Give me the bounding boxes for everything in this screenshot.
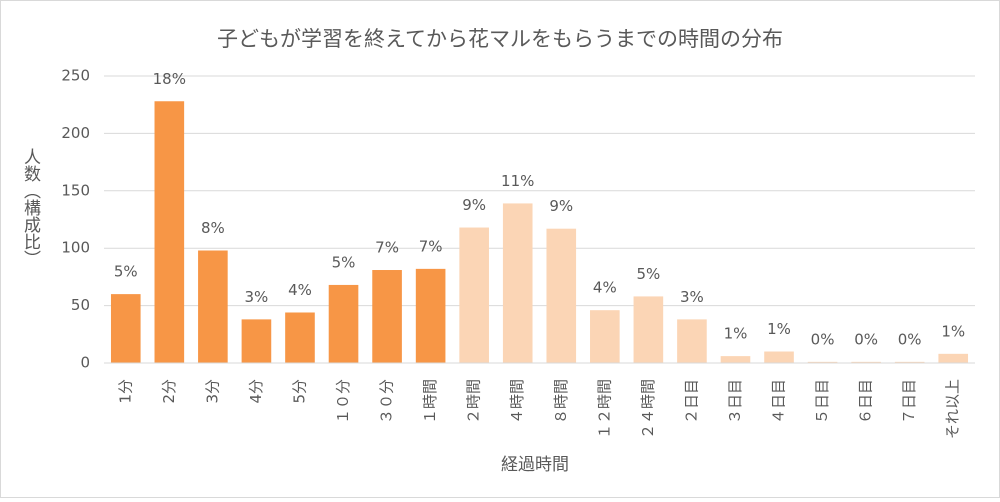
bar (198, 250, 228, 363)
y-tick-label: 250 (61, 67, 90, 85)
x-tick-label: 2分 (160, 379, 178, 404)
x-tick-label: ２時間 (465, 379, 483, 424)
y-tick-label: 200 (61, 124, 90, 142)
x-tick-label: ８時間 (552, 379, 570, 424)
bar (677, 319, 707, 363)
bar (154, 101, 185, 364)
bar-label: 8% (201, 219, 225, 237)
bar (851, 361, 881, 363)
bar-label: 0% (898, 330, 922, 348)
bar-label: 4% (288, 281, 312, 299)
bar-label: 5% (114, 263, 138, 281)
x-tick-label: １２時間 (595, 379, 613, 439)
x-tick-label: ２４時間 (639, 379, 657, 439)
bar (894, 361, 925, 363)
bar (764, 351, 794, 363)
bar-label: 3% (680, 288, 704, 306)
bar-label: 4% (593, 279, 617, 297)
x-tick-label: それ以上 (944, 379, 962, 439)
bar (502, 203, 533, 363)
x-tick-label: 1分 (116, 379, 134, 404)
x-tick-label: ３日目 (726, 379, 744, 424)
bar-label: 7% (419, 237, 443, 255)
bar-label: 9% (462, 196, 486, 214)
bar (328, 284, 359, 363)
x-tick-label: 3分 (203, 379, 221, 404)
bar (807, 361, 838, 363)
y-tick-label: 100 (61, 239, 90, 257)
bar (938, 353, 969, 363)
x-tick-label: ６日目 (857, 379, 875, 424)
bar (241, 319, 272, 363)
bar (285, 312, 315, 363)
x-tick-label: ４日目 (770, 379, 788, 424)
bar-label: 5% (636, 265, 660, 283)
x-axis-title: 経過時間 (501, 455, 569, 475)
x-tick-label: ３０分 (378, 379, 396, 424)
y-tick-label: 150 (61, 181, 90, 199)
chart-title: 子どもが学習を終えてから花マルをもらうまでの時間の分布 (217, 27, 783, 51)
x-tick-label: ４時間 (508, 379, 526, 424)
x-tick-label: 5分 (290, 379, 308, 404)
bar-label: 0% (854, 330, 878, 348)
x-tick-label: 4分 (247, 379, 265, 404)
bar-label: 7% (375, 239, 399, 257)
bar (372, 270, 402, 363)
x-tick-label: ７日目 (900, 379, 918, 424)
bar (459, 227, 489, 363)
bar-label: 11% (501, 172, 534, 190)
bar (110, 294, 141, 363)
x-tick-label: ２日目 (682, 379, 700, 424)
bar (590, 310, 620, 363)
bar-label: 5% (332, 253, 356, 271)
bar (720, 356, 751, 363)
bar-label: 3% (245, 288, 269, 306)
bar-label: 1% (941, 322, 965, 340)
bar (546, 228, 577, 363)
y-tick-label: 50 (71, 296, 90, 314)
bar-label: 1% (767, 320, 791, 338)
bar-label: 1% (724, 325, 748, 343)
y-axis-title: 人数（構成比） (20, 148, 41, 267)
bar (633, 296, 664, 363)
x-tick-label: ５日目 (813, 379, 831, 424)
bar-label: 18% (153, 70, 186, 88)
bar (415, 268, 446, 363)
y-tick-label: 0 (80, 354, 90, 372)
bar-label: 9% (549, 197, 573, 215)
x-tick-label: １０分 (334, 379, 352, 424)
bar-label: 0% (811, 330, 835, 348)
x-tick-label: １時間 (421, 379, 439, 424)
